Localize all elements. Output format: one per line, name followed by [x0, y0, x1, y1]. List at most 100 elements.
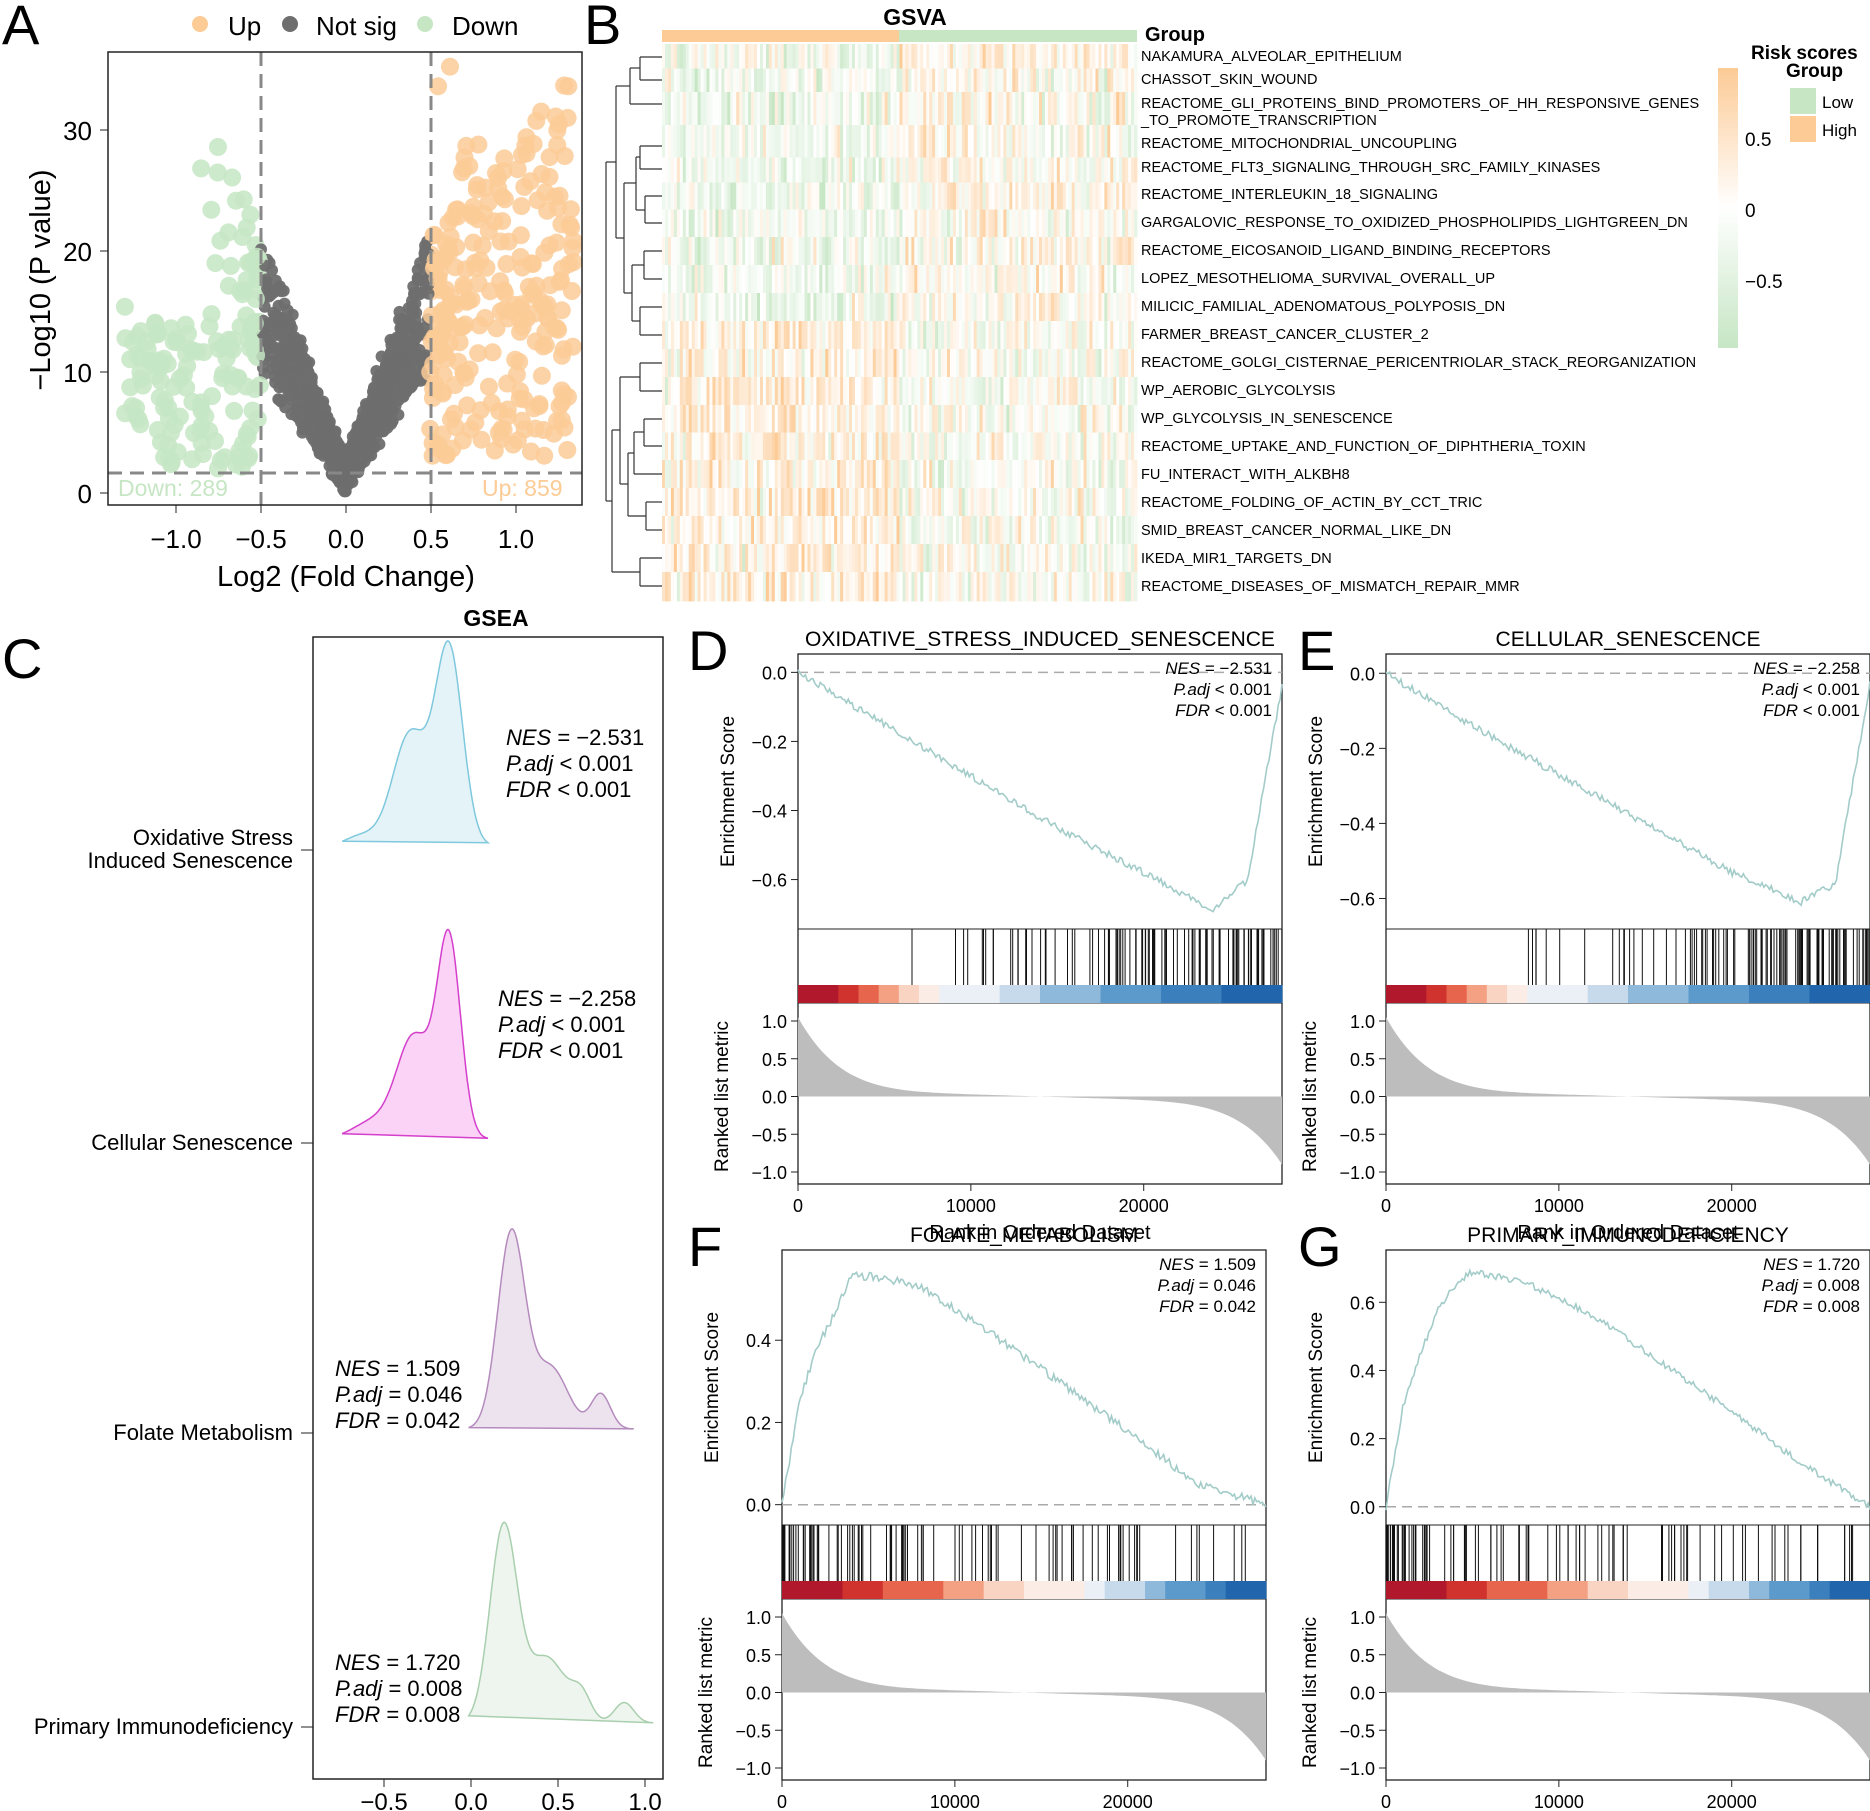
heatmap-cell	[1104, 460, 1108, 489]
heatmap-cell	[1047, 349, 1052, 378]
heatmap-cell	[721, 209, 725, 238]
heatmap-cell	[1071, 237, 1076, 266]
heatmap-cell	[878, 544, 883, 573]
heatmap-cell	[703, 125, 707, 158]
heatmap-cell	[795, 405, 799, 433]
heatmap-cell	[881, 572, 886, 602]
heatmap-cell	[1050, 516, 1055, 545]
heatmap-cell	[914, 265, 918, 294]
heatmap-cell	[762, 237, 767, 266]
heatmap-cell	[1021, 460, 1025, 489]
heatmap-cell	[786, 157, 791, 183]
heatmap-cell	[843, 572, 847, 602]
heatmap-cell	[757, 460, 761, 489]
heatmap-row-label: WP_AEROBIC_GLYCOLYSIS	[1141, 383, 1335, 399]
heatmap-cell	[804, 405, 808, 433]
heatmap-cell	[1003, 293, 1007, 322]
heatmap-cell	[688, 460, 693, 489]
heatmap-cell	[1012, 182, 1016, 210]
heatmap-cell	[970, 460, 975, 489]
heatmap-cell	[914, 293, 918, 322]
heatmap-cell	[1089, 516, 1093, 545]
heatmap-cell	[994, 349, 998, 378]
heatmap-cell	[944, 209, 948, 238]
heatmap-cell	[840, 516, 844, 545]
heatmap-cell	[973, 237, 978, 266]
heatmap-cell	[1000, 125, 1004, 158]
heatmap-cell	[1006, 488, 1010, 517]
heatmap-cell	[1062, 182, 1067, 210]
heatmap-cell	[982, 209, 986, 238]
heatmap-cell	[751, 488, 755, 517]
heatmap-cell	[902, 321, 906, 350]
heatmap-cell	[754, 44, 758, 69]
heatmap-cell	[792, 125, 796, 158]
heatmap-cell	[1128, 572, 1132, 602]
heatmap-cell	[736, 432, 740, 461]
heatmap-cell	[709, 572, 713, 602]
heatmap-cell	[774, 572, 779, 602]
heatmap-cell	[964, 321, 969, 350]
heatmap-cell	[703, 516, 707, 545]
heatmap-cell	[1089, 405, 1093, 433]
heatmap-cell	[706, 432, 710, 461]
heatmap-cell	[789, 209, 794, 238]
heatmap-cell	[694, 157, 699, 183]
heatmap-cell	[991, 265, 995, 294]
heatmap-cell	[667, 405, 672, 433]
heatmap-cell	[1116, 516, 1120, 545]
heatmap-cell	[890, 432, 894, 461]
heatmap-cell	[706, 516, 710, 545]
heatmap-cell	[869, 237, 874, 266]
heatmap-cell	[700, 44, 704, 69]
point-notsig	[316, 397, 329, 410]
point-up	[534, 337, 553, 356]
heatmap-cell	[819, 432, 823, 461]
point-notsig	[320, 443, 333, 456]
heatmap-cell	[1065, 516, 1070, 545]
heatmap-cell	[718, 44, 722, 69]
heatmap-cell	[1080, 544, 1084, 573]
heatmap-cell	[768, 293, 773, 322]
heatmap-cell	[757, 293, 761, 322]
heatmap-cell	[890, 516, 894, 545]
heatmap-cell	[822, 460, 826, 489]
heatmap-cell	[1098, 572, 1102, 602]
heatmap-cell	[893, 349, 897, 378]
heatmap-cell	[667, 488, 672, 517]
heatmap-cell	[863, 488, 868, 517]
heatmap-cell	[1074, 157, 1079, 183]
heatmap-cell	[949, 516, 954, 545]
heatmap-cell	[676, 377, 681, 406]
heatmap-cell	[1062, 349, 1067, 378]
heatmap-cell	[914, 157, 918, 183]
heatmap-cell	[1131, 488, 1135, 517]
heatmap-cell	[976, 377, 981, 406]
heatmap-cell	[691, 488, 696, 517]
heatmap-cell	[834, 432, 838, 461]
heatmap-cell	[914, 432, 918, 461]
heatmap-cell	[694, 68, 699, 93]
heatmap-cell	[831, 405, 835, 433]
heatmap-cell	[685, 237, 690, 266]
heatmap-cell	[1080, 44, 1084, 69]
heatmap-cell	[866, 432, 871, 461]
heatmap-cell	[961, 488, 966, 517]
heatmap-cell	[1039, 125, 1043, 158]
x-tick-label: 0.0	[454, 1789, 487, 1811]
heatmap-cell	[1083, 321, 1087, 350]
heatmap-cell	[1083, 209, 1087, 238]
heatmap-cell	[1021, 488, 1025, 517]
heatmap-cell	[745, 182, 749, 210]
heatmap-cell	[1068, 209, 1073, 238]
heatmap-cell	[920, 321, 924, 350]
heatmap-cell	[1134, 516, 1138, 545]
heatmap-cell	[780, 516, 785, 545]
heatmap-cell	[944, 44, 948, 69]
heatmap-cell	[789, 460, 794, 489]
point-up	[485, 441, 504, 460]
heatmap-cell	[908, 321, 912, 350]
heatmap-cell	[1000, 460, 1004, 489]
heatmap-cell	[994, 209, 998, 238]
heatmap-cell	[896, 377, 900, 406]
